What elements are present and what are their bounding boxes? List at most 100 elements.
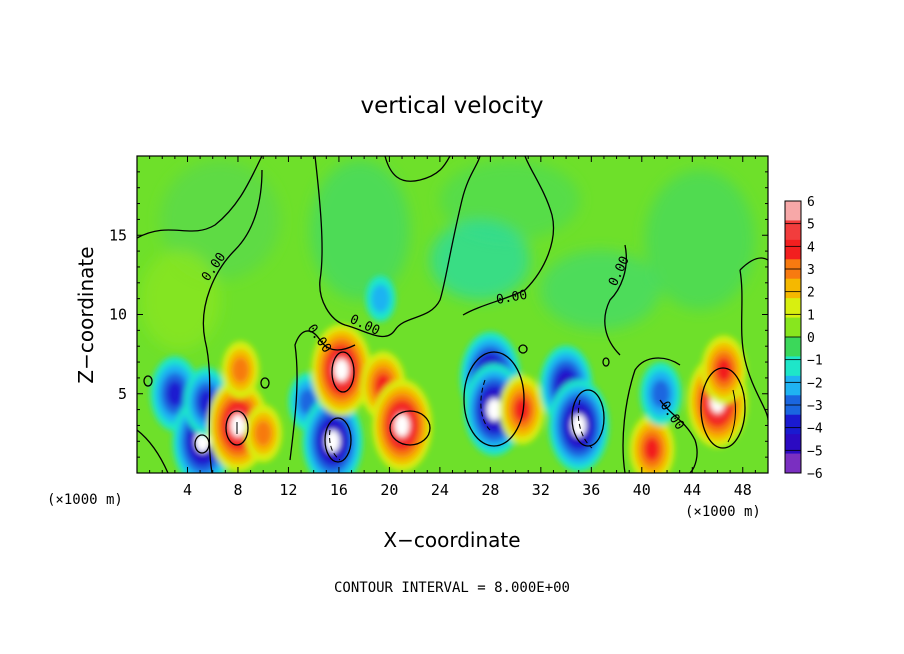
field-cell: [651, 379, 670, 408]
field-cell: [232, 357, 249, 383]
colorbar-swatch: [785, 317, 801, 338]
x-axis-label: X−coordinate: [383, 528, 520, 552]
colorbar-swatch: [785, 414, 801, 435]
contour-line: [739, 257, 768, 271]
colorbar-label: −3: [807, 399, 823, 414]
colorbar-label: 3: [807, 263, 815, 278]
contour-line: [225, 410, 249, 446]
colorbar-label: 2: [807, 286, 815, 301]
x-tick-label: 40: [633, 481, 651, 499]
colorbar-label: 1: [807, 308, 815, 323]
contour-line: [518, 344, 528, 354]
contour-line: [143, 375, 153, 387]
contour-line: [700, 367, 746, 449]
contour-line: [289, 330, 356, 461]
y-tick-label: 5: [118, 385, 127, 403]
colorbar-swatch: [785, 375, 801, 396]
contour-line: [659, 399, 698, 473]
field-cell: [254, 420, 272, 447]
colorbar-label: −5: [807, 444, 823, 459]
colorbar-label: 6: [807, 195, 815, 210]
field-band: [310, 160, 410, 300]
y-axis-label: Z−coordinate: [74, 246, 98, 383]
field-blobs: [150, 275, 748, 473]
contour-line: [480, 379, 491, 431]
colorbar-swatch: [785, 453, 801, 474]
contour-line: [137, 156, 263, 239]
y-axis: 5 10 15: [109, 171, 768, 458]
contour-line: [202, 169, 263, 473]
x-tick-label: 36: [582, 481, 600, 499]
contour-line: [324, 417, 352, 463]
field-cell: [334, 358, 349, 382]
contour-line: [314, 156, 481, 337]
contour-line: [577, 399, 593, 449]
field-cell: [230, 414, 246, 437]
field-band: [440, 160, 580, 240]
x-tick-label: 48: [734, 481, 752, 499]
contour-line: [571, 389, 605, 447]
contour-line: [329, 429, 341, 461]
field-cell: [325, 430, 340, 453]
field-cell: [394, 414, 410, 437]
colorbar-swatch: [785, 337, 801, 357]
x-tick-label: 28: [481, 481, 499, 499]
contour-line: [137, 429, 169, 473]
contour-line: [622, 357, 681, 473]
field-layer: [140, 160, 755, 350]
x-tick-label: 12: [279, 481, 297, 499]
contour-line: [331, 351, 355, 393]
contour-line: [384, 156, 451, 182]
x-unit-left: (×1000 m): [47, 492, 123, 508]
colorbar-label: 5: [807, 218, 815, 233]
field-cell: [644, 437, 660, 462]
x-axis: 4 8 12 16 20 24 28 32 36 40 44 48: [149, 156, 756, 499]
colorbar-swatch: [785, 298, 801, 319]
colorbar-swatch: [785, 434, 801, 455]
field-cell: [166, 380, 184, 407]
colorbar-swatch: [785, 201, 801, 221]
plot-area: 0.00 0.00 0.00 0.00 0.00 0.00: [137, 156, 768, 473]
contour-line: [194, 434, 210, 454]
x-tick-label: 4: [183, 481, 192, 499]
colorbar-swatch: [785, 278, 801, 299]
field-cell: [371, 284, 390, 313]
contour-line: [463, 351, 525, 447]
field-cell: [571, 414, 586, 437]
contour-lines: [137, 156, 768, 473]
contour-line: [462, 156, 555, 316]
x-unit-right: (×1000 m): [685, 504, 761, 520]
negative-contours: [329, 379, 593, 461]
contour-line: [389, 410, 431, 446]
field-band: [140, 250, 220, 350]
chart-title: vertical velocity: [361, 93, 544, 119]
contour-line: [739, 269, 768, 421]
colorbar-label: −6: [807, 467, 823, 482]
colorbar-label: −2: [807, 376, 823, 391]
contour-line: [602, 357, 610, 367]
colorbar-label: −4: [807, 422, 823, 437]
x-tick-label: 20: [380, 481, 398, 499]
field-cell: [299, 388, 316, 415]
colorbar-label: −1: [807, 354, 823, 369]
field-cell: [486, 398, 502, 421]
x-tick-label: 24: [431, 481, 449, 499]
y-tick-label: 10: [109, 306, 127, 324]
contour-label: 0.00: [495, 288, 528, 308]
inner-contours: [236, 389, 736, 443]
colorbar-label: 0: [807, 331, 815, 346]
x-tick-label: 16: [330, 481, 348, 499]
colorbar-swatch: [785, 220, 801, 241]
field-band: [540, 250, 660, 330]
contour-line: [260, 377, 270, 389]
x-tick-label: 8: [233, 481, 242, 499]
colorbar: 6 5 4 3 2 1 0 −1 −2 −3 −4 −5 −6: [784, 195, 823, 482]
field-cell: [514, 397, 530, 422]
x-tick-label: 32: [532, 481, 550, 499]
field-band: [430, 220, 530, 300]
colorbar-swatch: [785, 239, 801, 260]
contour-interval-text: CONTOUR INTERVAL = 8.000E+00: [334, 580, 570, 596]
contour-line: [727, 389, 736, 443]
x-tick-label: 44: [683, 481, 701, 499]
